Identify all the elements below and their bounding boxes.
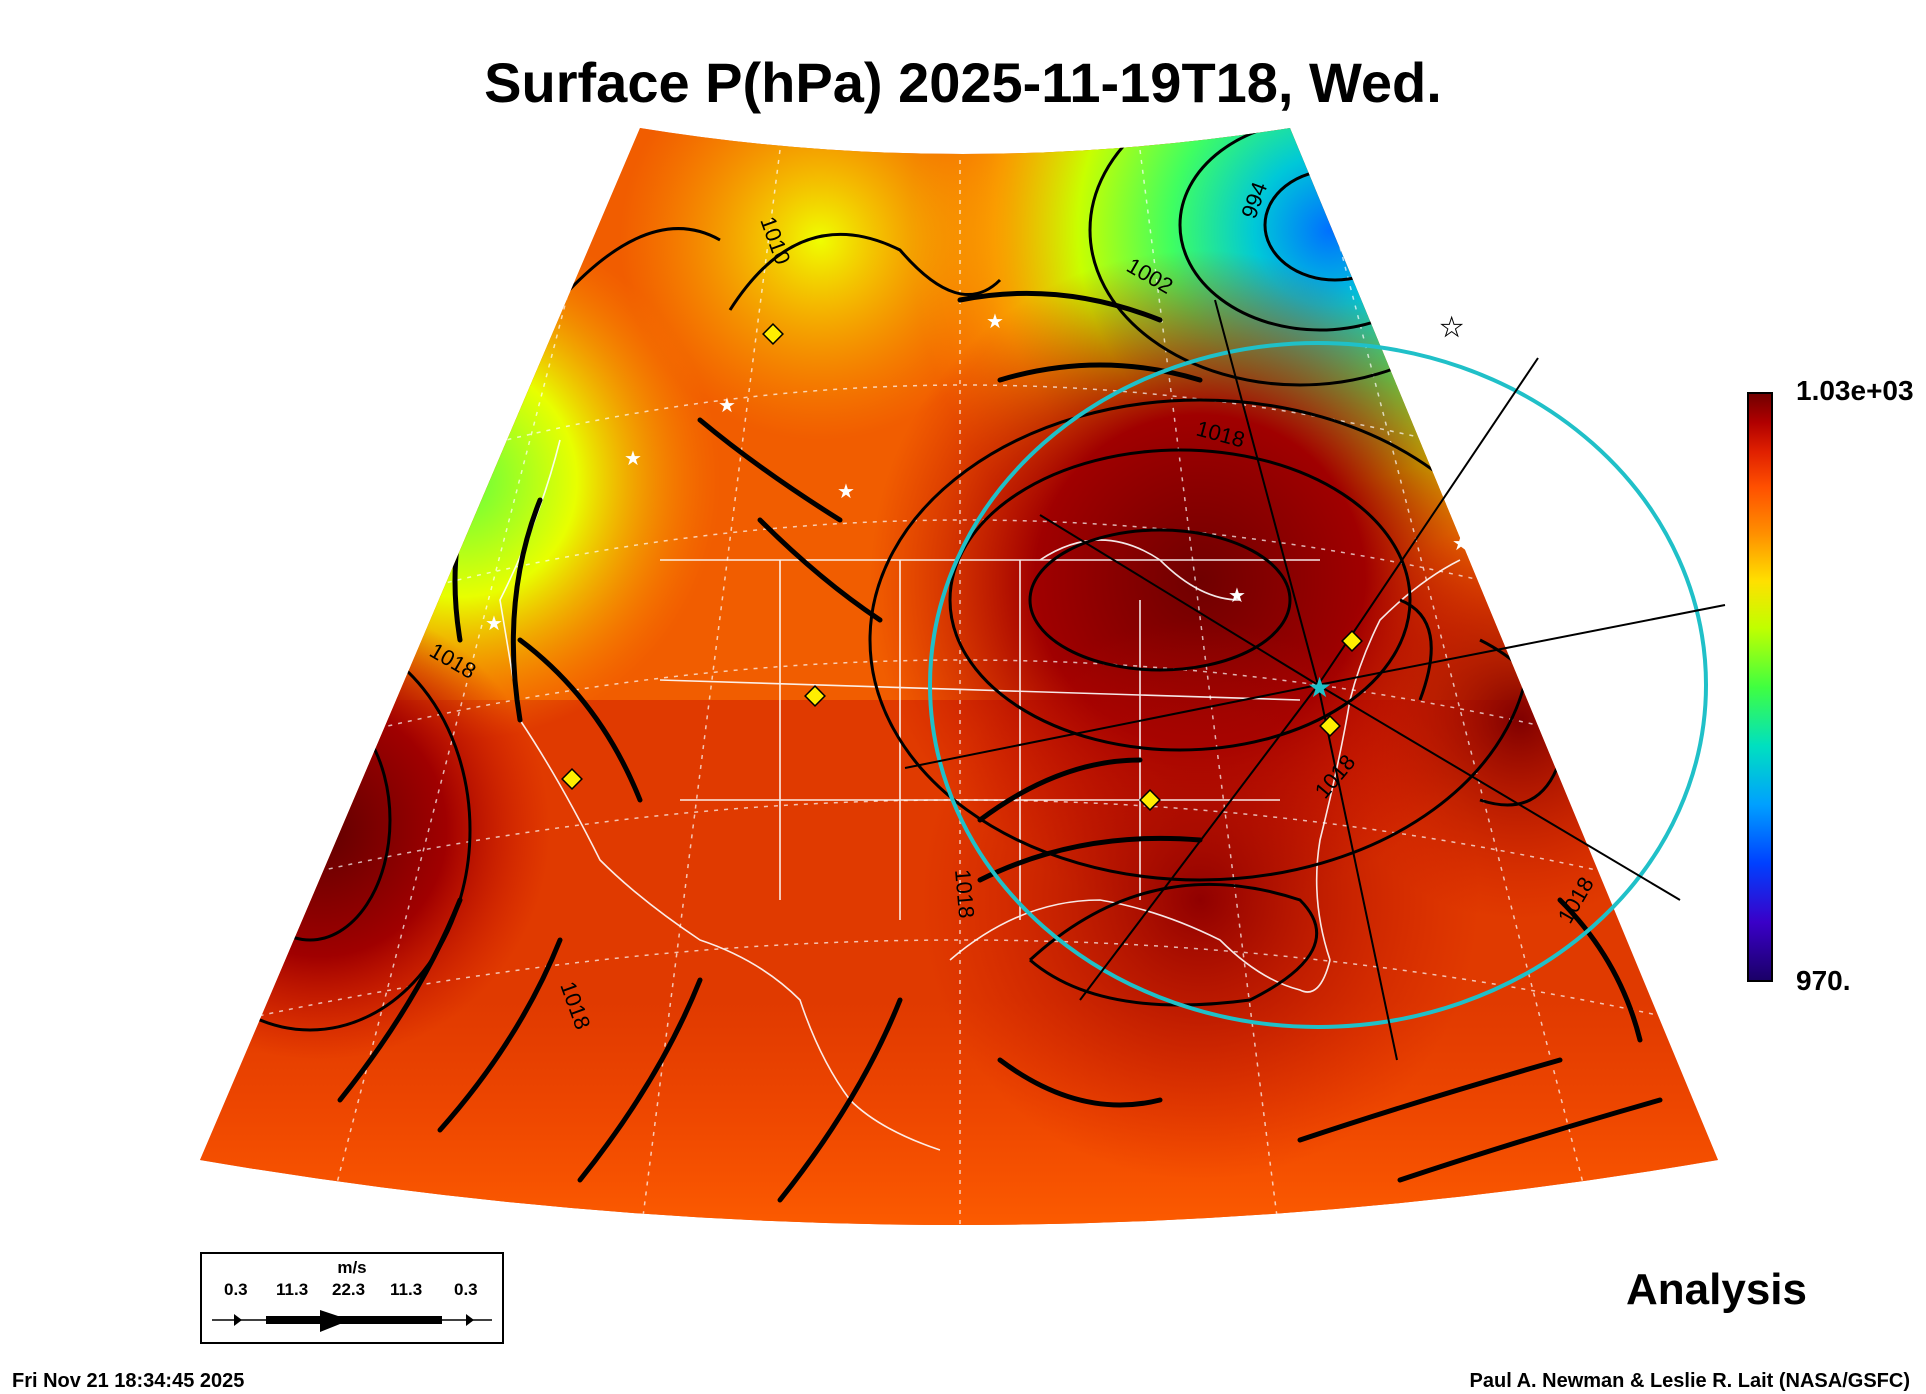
markers: ★ ★ ★ ★ ★ ★ ★ ★ xyxy=(485,311,1470,811)
diamond-marker-icon xyxy=(762,323,784,345)
star-marker-icon: ★ xyxy=(624,448,642,470)
star-marker-icon: ★ xyxy=(986,311,1004,333)
wind-tick: 0.3 xyxy=(454,1280,478,1299)
diamond-marker-icon xyxy=(1319,715,1341,737)
star-marker-icon: ★ xyxy=(485,613,503,635)
diamond-marker-icon xyxy=(1341,630,1363,652)
credit-line: Paul A. Newman & Leslie R. Lait (NASA/GS… xyxy=(1469,1370,1910,1392)
wind-scale-legend: m/s 0.3 11.3 22.3 11.3 0.3 xyxy=(200,1252,504,1344)
colorbar-max-label: 1.03e+03 xyxy=(1796,375,1914,406)
wind-tick: 11.3 xyxy=(276,1280,309,1299)
coastlines xyxy=(499,439,1461,1151)
wind-tick: 11.3 xyxy=(390,1280,423,1299)
analysis-label: Analysis xyxy=(1626,1265,1807,1314)
star-marker-icon: ★ xyxy=(1452,533,1470,555)
wind-tick: 0.3 xyxy=(224,1280,248,1299)
star-marker-icon: ★ xyxy=(1228,585,1246,607)
center-star-icon: ★ xyxy=(1307,672,1332,703)
map-title: Surface P(hPa) 2025-11-19T18, Wed. xyxy=(484,51,1442,114)
wind-scale-arrow xyxy=(212,1310,492,1332)
colorbar xyxy=(1747,392,1773,982)
range-ring: ★ xyxy=(904,299,1726,1061)
star-marker-icon: ★ xyxy=(718,395,736,417)
wind-unit-label: m/s xyxy=(337,1258,367,1277)
contour-label: 1018 xyxy=(950,868,979,919)
diamond-marker-icon xyxy=(804,685,826,707)
colorbar-min-label: 970. xyxy=(1796,965,1851,996)
diamond-marker-icon xyxy=(561,768,583,790)
star-outline-icon: ★ xyxy=(1440,312,1463,342)
timestamp: Fri Nov 21 18:34:45 2025 xyxy=(12,1370,245,1392)
diamond-marker-icon xyxy=(1139,789,1161,811)
wind-tick: 22.3 xyxy=(332,1280,366,1299)
star-marker-icon: ★ xyxy=(837,481,855,503)
